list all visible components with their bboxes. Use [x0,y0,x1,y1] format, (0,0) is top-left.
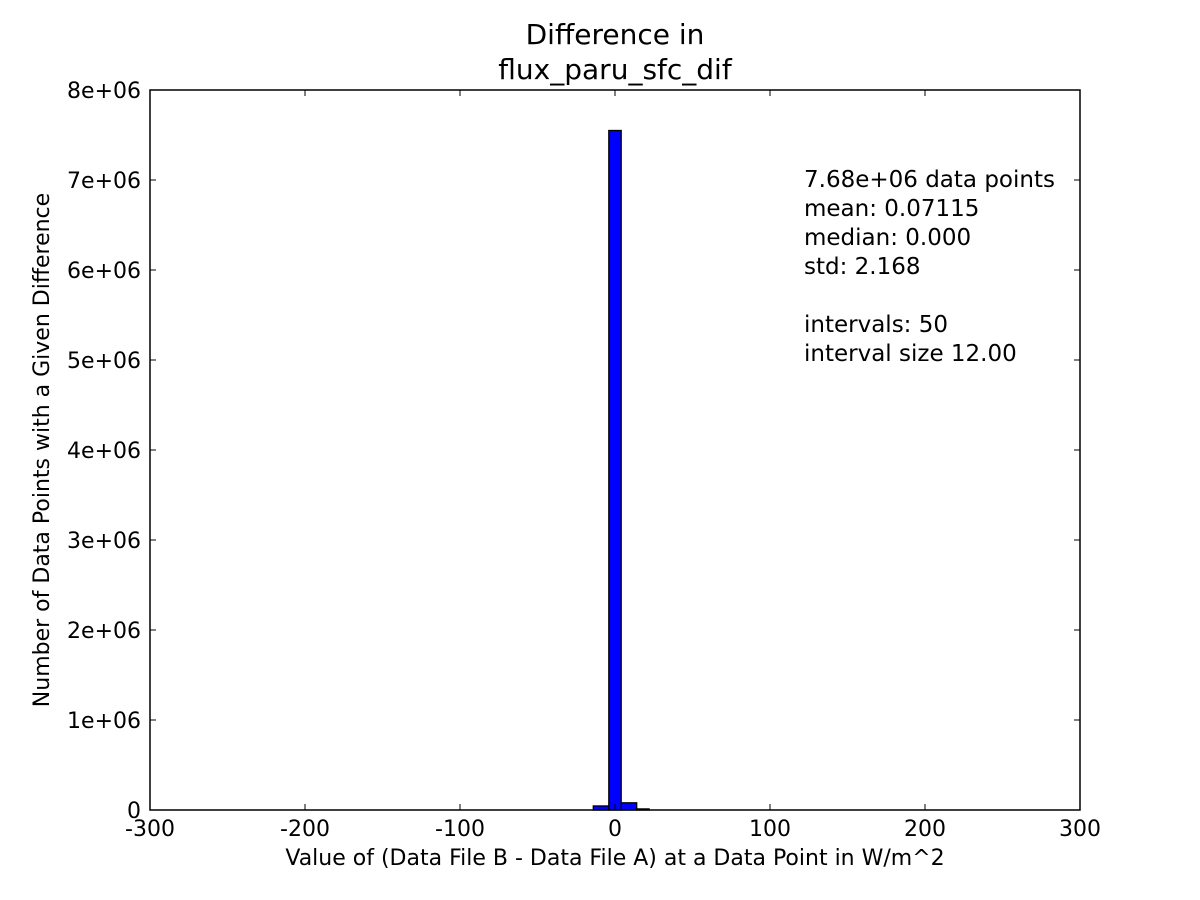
stats-annotation: 7.68e+06 data points mean: 0.07115 median:… [804,167,1055,367]
y-tick-label: 7e+06 [67,169,141,194]
chart-title-line: flux_paru_sfc_dif [498,53,733,86]
y-tick-label: 2e+06 [67,619,141,644]
x-tick-label: 100 [749,817,791,842]
x-tick-label: 300 [1059,817,1101,842]
x-tick-label: 200 [904,817,946,842]
axis-ticks: -300 -200 -100 0 100 200 300 0 1e+06 2e+06 3e+06 4e… [67,79,1101,842]
y-tick-label: 4e+06 [67,439,141,464]
y-tick-label: 1e+06 [67,709,141,734]
y-tick-label: 0 [127,799,141,824]
stats-annotation-line: interval size 12.00 [804,341,1017,367]
x-tick-label: -300 [125,817,175,842]
stats-annotation-line: mean: 0.07115 [804,196,979,222]
y-tick-label: 5e+06 [67,349,141,374]
x-tick-label: 0 [608,817,622,842]
histogram-bars [592,129,650,811]
y-tick-label: 6e+06 [67,259,141,284]
stats-annotation-line: 7.68e+06 data points [804,167,1055,193]
histogram-bar [608,129,622,811]
x-tick-label: -100 [435,817,485,842]
y-tick-label: 8e+06 [67,79,141,104]
x-tick-label: -200 [280,817,330,842]
histogram-bar [620,802,638,811]
stats-annotation-line: std: 2.168 [804,254,921,280]
stats-annotation-line: median: 0.000 [804,225,971,251]
chart-title-line: Difference in [526,18,705,51]
y-tick-label: 3e+06 [67,529,141,554]
x-axis-label: Value of (Data File B - Data File A) at … [285,846,944,871]
y-axis-label: Number of Data Points with a Given Diffe… [30,193,55,707]
stats-annotation-line: intervals: 50 [804,312,948,338]
